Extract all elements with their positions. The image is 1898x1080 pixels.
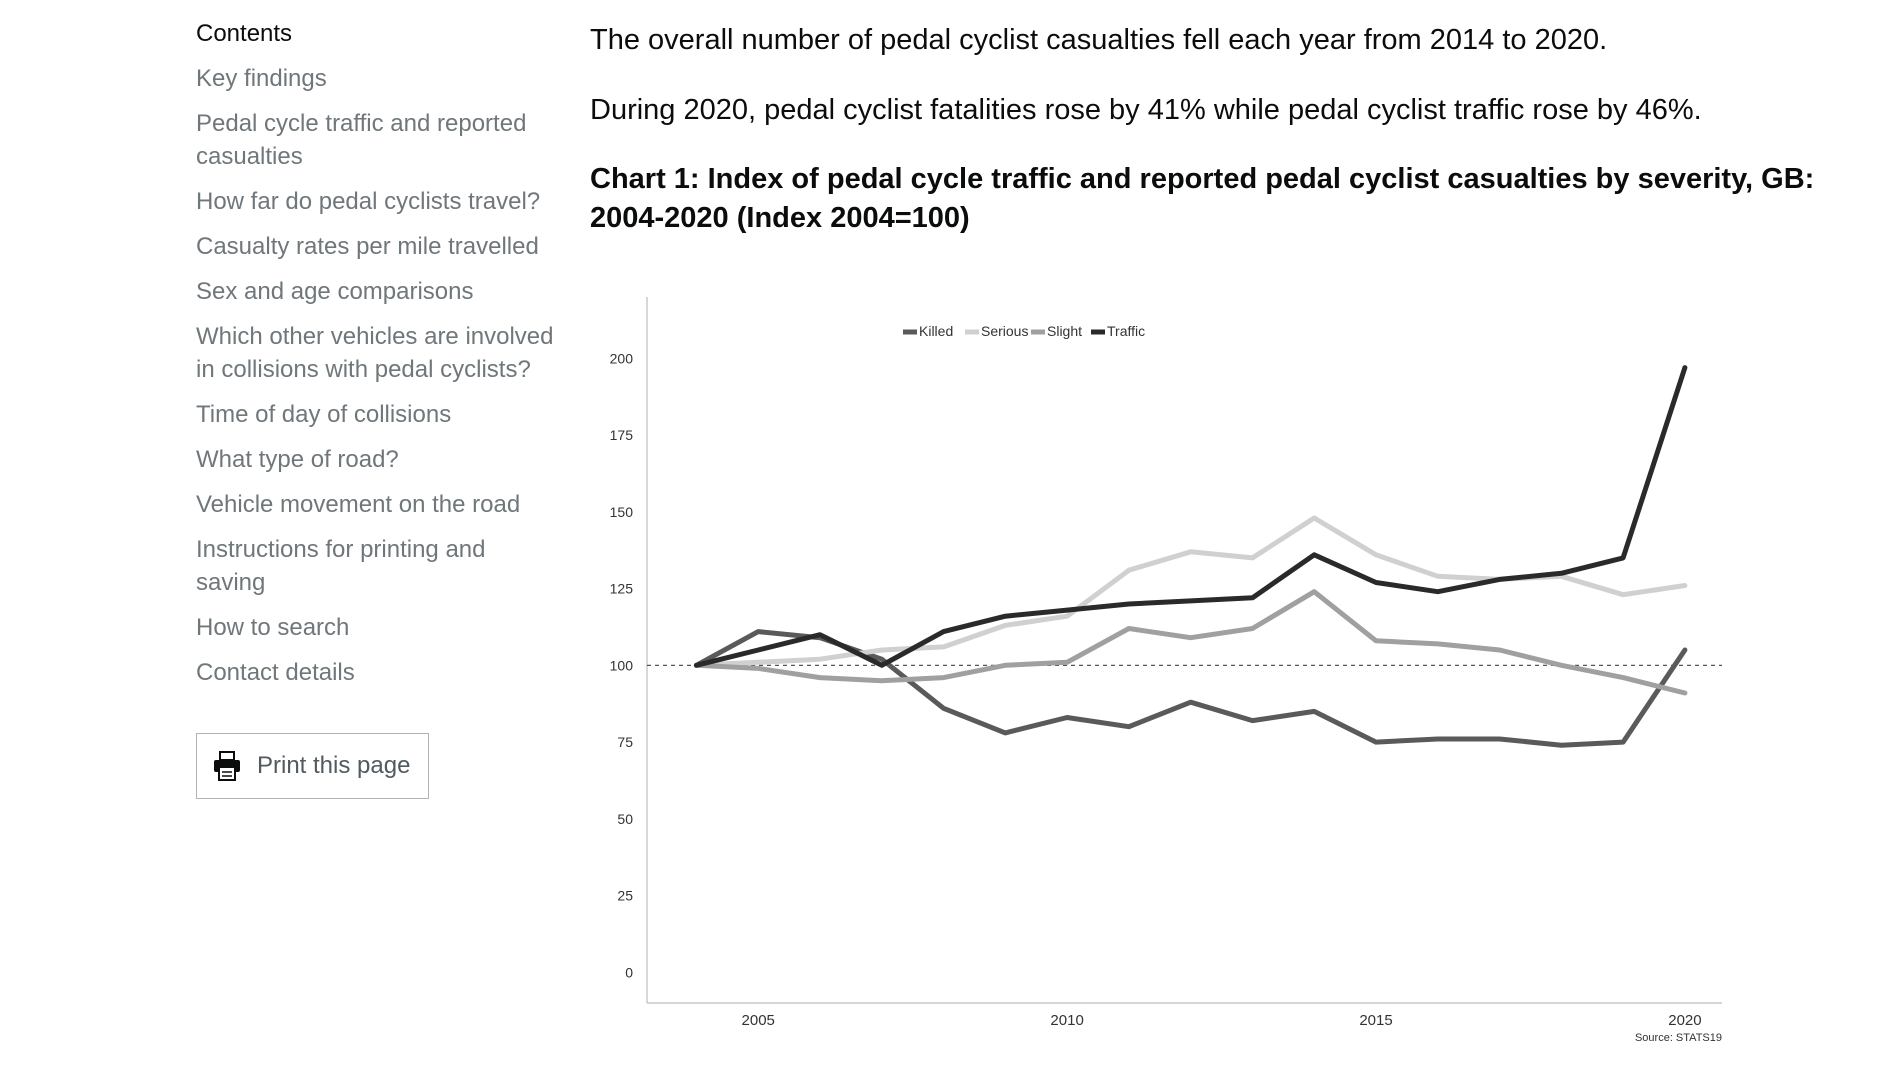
line-chart: 0 25 50 75 100 125 150 175 200 2005 2010 2015 2020 Ki… (610, 297, 1722, 1044)
contents-link-how-far-travel[interactable]: How far do pedal cyclists travel? (196, 188, 541, 215)
contents-link-casualty-rates[interactable]: Casualty rates per mile travelled (196, 233, 539, 260)
y-tick-label: 25 (617, 888, 633, 904)
contents-link-other-vehicles[interactable]: Which other vehicles are involved in col… (196, 323, 554, 383)
y-tick-label: 150 (610, 504, 634, 520)
x-tick-label: 2015 (1359, 1012, 1392, 1029)
contents-link-time-of-day[interactable]: Time of day of collisions (196, 401, 452, 428)
contents-link-traffic-and-casualties[interactable]: Pedal cycle traffic and reported casualt… (196, 110, 527, 170)
contents-link-how-to-search[interactable]: How to search (196, 614, 350, 641)
main-content: The overall number of pedal cyclist casu… (590, 20, 1850, 238)
print-page-button[interactable]: Print this page (196, 733, 430, 799)
y-tick-label: 0 (625, 964, 633, 980)
x-tick-label: 2005 (742, 1012, 775, 1029)
chart-container: 0 25 50 75 100 125 150 175 200 2005 2010 2015 2020 Ki… (590, 284, 1750, 1054)
contents-sidebar: Contents Key findings Pedal cycle traffi… (196, 18, 556, 799)
printer-icon (213, 751, 241, 781)
summary-paragraph-1: The overall number of pedal cyclist casu… (590, 24, 1608, 56)
contents-link-contact-details[interactable]: Contact details (196, 659, 355, 686)
legend-label-traffic: Traffic (1107, 323, 1145, 339)
series-line-serious (693, 515, 1688, 668)
y-tick-label: 75 (617, 734, 633, 750)
chart-source-note: Source: STATS19 (1635, 1032, 1722, 1044)
contents-link-sex-and-age[interactable]: Sex and age comparisons (196, 278, 474, 305)
summary-paragraph-2: During 2020, pedal cyclist fatalities ro… (590, 94, 1702, 126)
y-tick-label: 200 (610, 350, 634, 366)
x-tick-label: 2020 (1668, 1012, 1701, 1029)
chart-title: Chart 1: Index of pedal cycle traffic an… (590, 163, 1815, 234)
contents-link-printing-saving[interactable]: Instructions for printing and saving (196, 536, 486, 596)
series-line-slight (693, 589, 1688, 696)
contents-link-key-findings[interactable]: Key findings (196, 65, 327, 92)
contents-heading: Contents (196, 20, 293, 47)
legend-label-killed: Killed (919, 323, 953, 339)
legend-label-slight: Slight (1047, 323, 1082, 339)
y-tick-label: 100 (610, 657, 634, 673)
series-line-traffic (693, 365, 1688, 668)
print-page-label: Print this page (257, 752, 411, 779)
contents-link-vehicle-movement[interactable]: Vehicle movement on the road (196, 491, 521, 518)
y-tick-label: 50 (617, 811, 633, 827)
x-tick-label: 2010 (1050, 1012, 1083, 1029)
contents-link-road-type[interactable]: What type of road? (196, 446, 399, 473)
y-tick-label: 125 (610, 581, 634, 597)
y-tick-label: 175 (610, 427, 634, 443)
contents-list: Key findings Pedal cycle traffic and rep… (196, 62, 556, 689)
legend-label-serious: Serious (981, 323, 1028, 339)
